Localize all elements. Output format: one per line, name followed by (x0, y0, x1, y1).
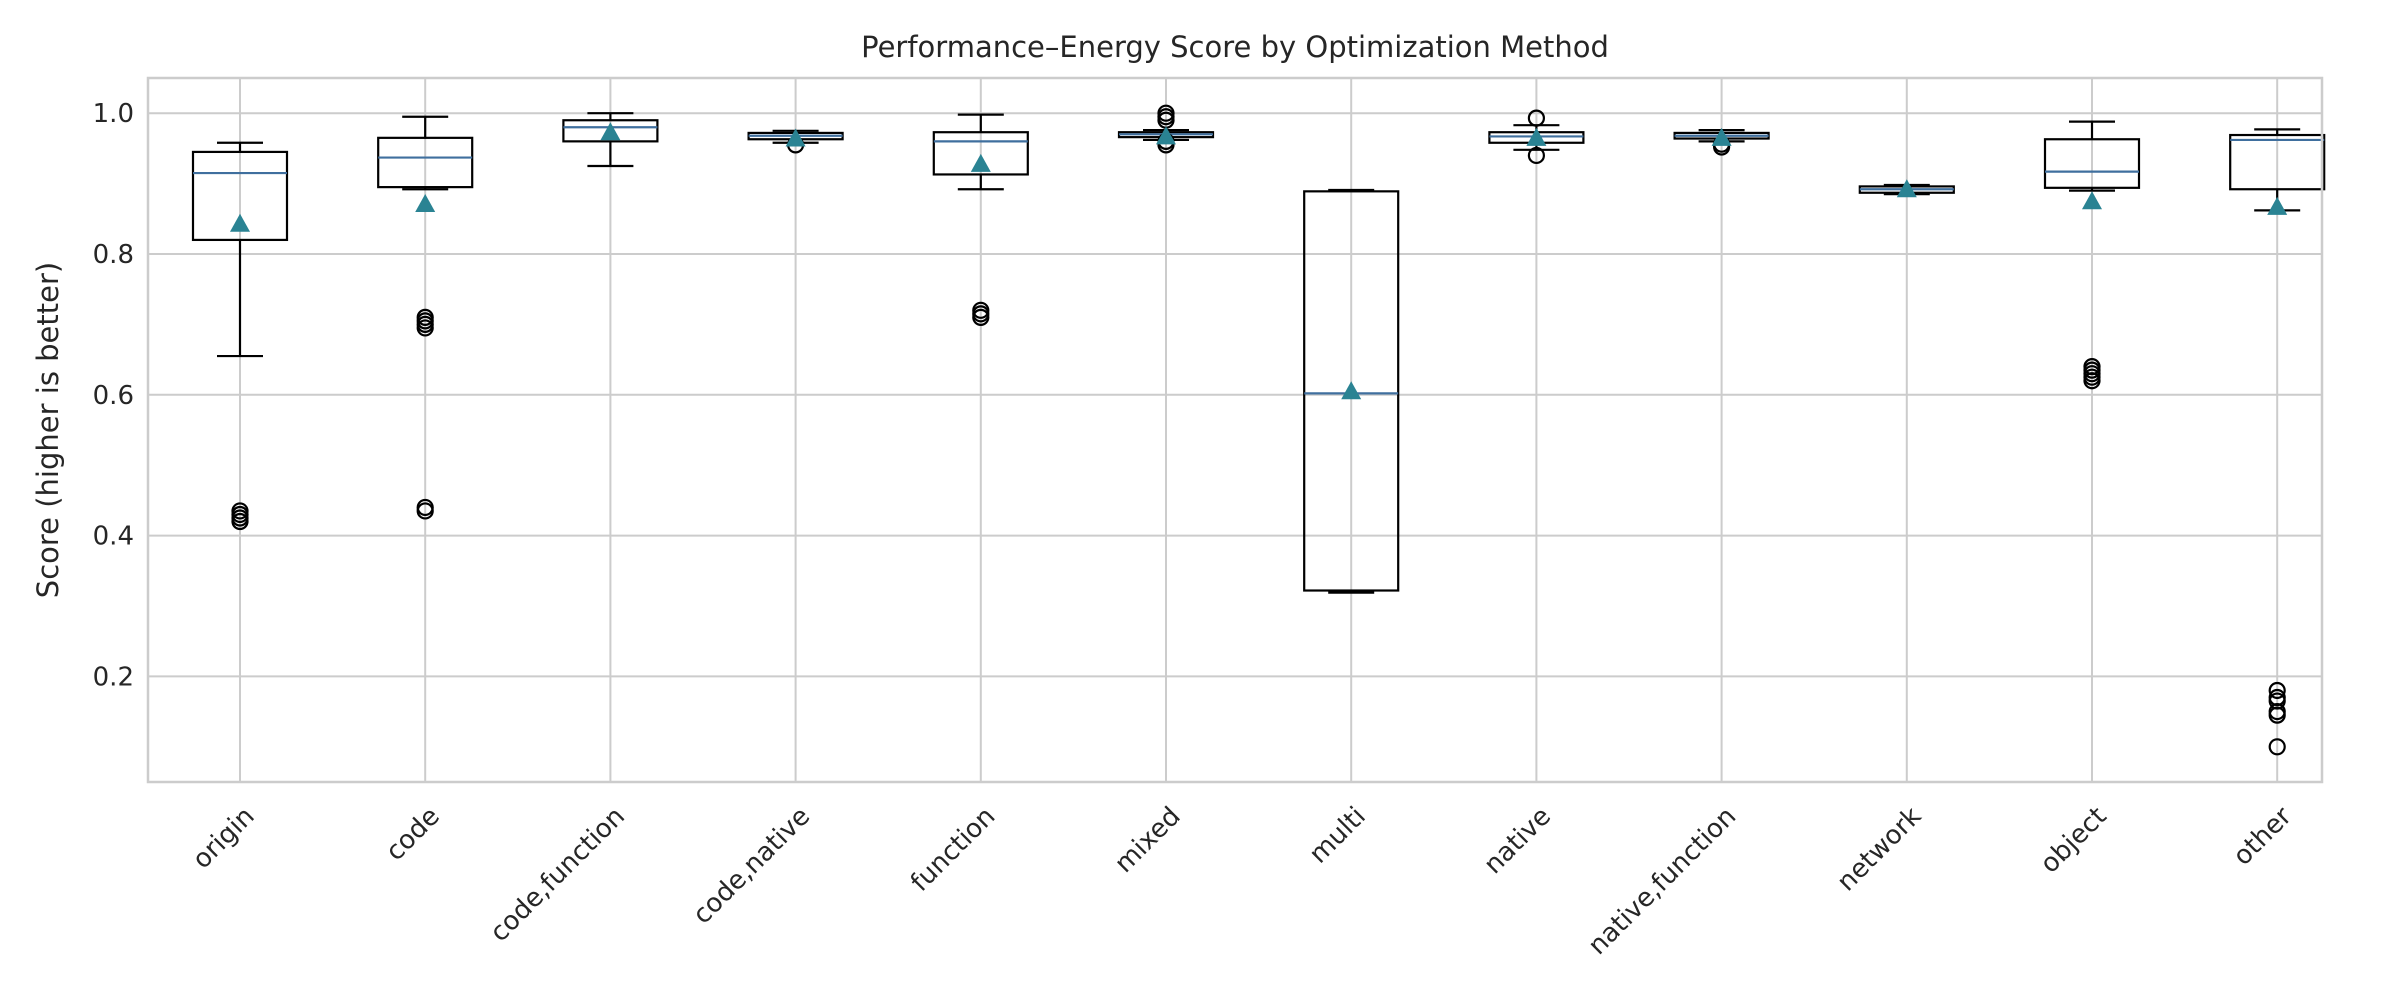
box-group-native-function (1673, 127, 1770, 156)
y-tick-labels: 0.2 0.4 0.6 0.8 1.0 (93, 99, 134, 692)
outlier-point (416, 498, 434, 517)
axes-frame (146, 76, 2324, 784)
mean-marker (1711, 127, 1732, 146)
x-tick-label: origin (187, 801, 261, 875)
x-tick-label: mixed (1109, 801, 1187, 879)
outlier-point (231, 502, 249, 520)
y-tick-label: 0.4 (93, 522, 134, 552)
outlier-point (1527, 146, 1546, 165)
y-axis-label: Score (higher is better) (31, 262, 65, 598)
outlier-point (2268, 738, 2286, 756)
mean-marker (970, 153, 991, 172)
y-tick-label: 0.6 (93, 381, 134, 411)
outlier-point (416, 308, 434, 326)
iqr-box (2229, 133, 2326, 191)
mean-marker (230, 213, 250, 232)
x-tick-label: native,function (1583, 801, 1743, 961)
mean-marker (1156, 126, 1176, 145)
mean-marker (415, 194, 436, 213)
iqr-box (932, 131, 1029, 176)
x-tick-label: multi (1304, 801, 1372, 869)
x-tick-label: network (1832, 801, 1928, 897)
box-group-mixed (1117, 104, 1215, 154)
x-tick-labels: origin code code,function code,native functi… (187, 801, 2298, 961)
iqr-box (191, 150, 289, 242)
outlier-point (2083, 358, 2101, 376)
box-group-other (2229, 128, 2326, 756)
box-group-origin (191, 141, 289, 531)
x-tick-label: object (2035, 801, 2113, 879)
box-group-network (1858, 179, 1955, 198)
chart-title: Performance–Energy Score by Optimization… (861, 30, 1609, 64)
mean-marker (785, 128, 806, 147)
x-tick-label: code,native (687, 801, 816, 930)
mean-marker (2082, 191, 2102, 210)
iqr-box (2043, 138, 2141, 189)
outlier-point (1157, 104, 1175, 122)
mean-marker (1341, 381, 1362, 400)
outlier-point (2268, 688, 2286, 707)
box-group-object (2043, 120, 2141, 390)
iqr-box (562, 119, 659, 143)
box-group-function (932, 113, 1029, 326)
iqr-box (377, 136, 474, 189)
mean-marker (1896, 179, 1917, 198)
box-group-code-native (747, 128, 844, 154)
iqr-box (1303, 190, 1400, 592)
y-tick-label: 0.2 (93, 662, 134, 692)
grid-lines (148, 78, 2322, 782)
mean-marker (600, 122, 621, 141)
outlier-point (972, 301, 990, 319)
x-tick-label: function (905, 801, 1001, 897)
x-tick-label: native (1478, 801, 1557, 880)
x-tick-label: code (380, 801, 446, 867)
box-group-code-function (562, 112, 659, 168)
outlier-point (2268, 681, 2286, 700)
box-group-code (377, 115, 474, 520)
y-tick-label: 1.0 (93, 99, 134, 129)
box-group-multi (1303, 188, 1400, 594)
box-plot-series (191, 104, 2326, 756)
x-tick-label: code,function (485, 801, 632, 948)
y-tick-label: 0.8 (93, 240, 134, 270)
outlier-point (1527, 109, 1546, 127)
mean-marker (2267, 196, 2288, 215)
box-group-native (1488, 109, 1585, 165)
mean-marker (1526, 127, 1547, 146)
x-tick-label: other (2228, 801, 2298, 871)
